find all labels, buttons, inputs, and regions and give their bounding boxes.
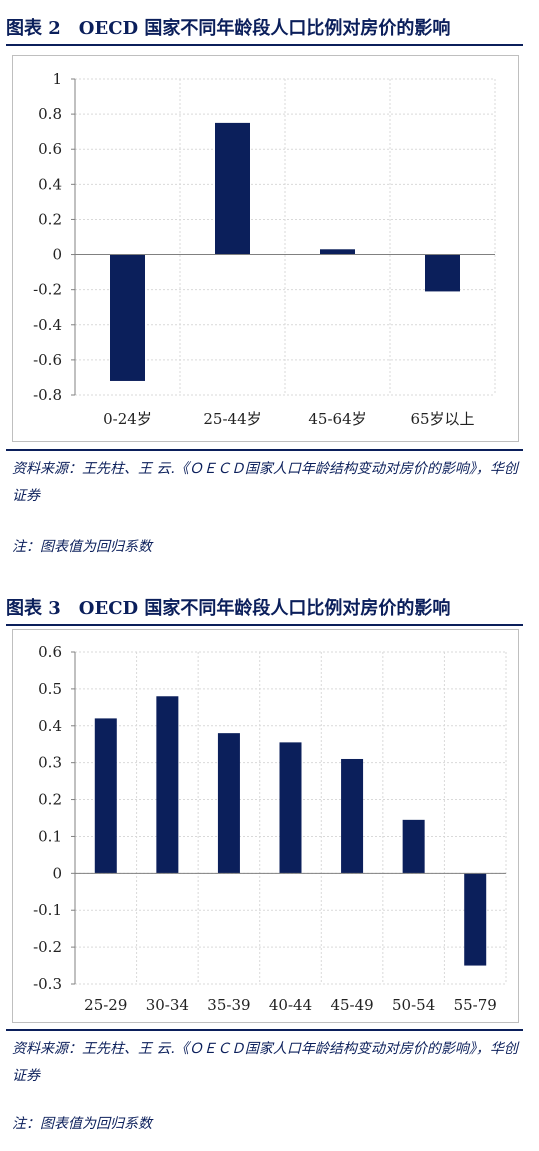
x-tick-label: 35-39 xyxy=(207,996,250,1014)
y-tick-label: -0.4 xyxy=(33,316,62,334)
bar xyxy=(425,254,460,292)
figure-2-title-rule xyxy=(6,44,523,46)
y-tick-label: 0 xyxy=(52,246,62,264)
figure-3-source: 资料来源：王先柱、王 云.《ＯＥＣＤ国家人口年龄结构变动对房价的影响》，华创证券 xyxy=(12,1041,518,1084)
y-tick-label: -0.2 xyxy=(33,938,62,956)
bar xyxy=(156,696,179,874)
y-tick-label: 0 xyxy=(52,864,62,882)
x-tick-label: 25-29 xyxy=(84,996,127,1014)
y-tick-label: 0.1 xyxy=(38,827,62,845)
figure-2-note: 注：图表值为回归系数 xyxy=(12,539,152,555)
x-tick-label: 50-54 xyxy=(392,996,435,1014)
figure-2-chart-frame: 1 0.8 0.6 0.4 0.2 0 -0.2 -0.4 -0.6 -0.8 0-24岁 25-44… xyxy=(12,55,519,442)
figure-2-source: 资料来源：王先柱、王 云.《ＯＥＣＤ国家人口年龄结构变动对房价的影响》，华创证券 xyxy=(12,461,518,504)
bar xyxy=(320,249,355,255)
figure-3-title: 图表 3 OECD 国家不同年龄段人口比例对房价的影响 xyxy=(6,598,451,619)
y-tick-label: 0.2 xyxy=(38,210,62,228)
x-tick-label: 65岁以上 xyxy=(410,410,474,428)
bar xyxy=(402,819,425,874)
bar xyxy=(215,122,250,255)
figure-3-note: 注：图表值为回归系数 xyxy=(12,1116,152,1132)
x-tick-label: 55-79 xyxy=(454,996,497,1014)
y-tick-label: 0.6 xyxy=(38,140,62,158)
y-tick-label: 0.8 xyxy=(38,105,62,123)
y-tick-label: 0.2 xyxy=(38,791,62,809)
y-tick-label: 1 xyxy=(52,70,62,88)
y-tick-label: 0.3 xyxy=(38,754,62,772)
y-tick-label: 0.4 xyxy=(38,717,62,735)
x-tick-label: 40-44 xyxy=(269,996,312,1014)
x-tick-label: 0-24岁 xyxy=(103,410,152,428)
y-tick-label: -0.3 xyxy=(33,975,62,993)
y-tick-label: -0.8 xyxy=(33,386,62,404)
bar xyxy=(110,254,145,381)
figure-3-bar-chart: 0.6 0.5 0.4 0.3 0.2 0.1 0 -0.1 -0.2 -0.3 25-29 30-3… xyxy=(33,643,507,1014)
y-tick-label: -0.1 xyxy=(33,901,62,919)
x-tick-label: 45-64岁 xyxy=(308,410,366,428)
x-tick-label: 25-44岁 xyxy=(203,410,261,428)
bar xyxy=(464,873,487,966)
y-tick-label: 0.6 xyxy=(38,643,62,661)
y-tick-label: -0.6 xyxy=(33,351,62,369)
x-tick-label: 45-49 xyxy=(330,996,373,1014)
figure-3-chart-frame: 0.6 0.5 0.4 0.3 0.2 0.1 0 -0.1 -0.2 -0.3 25-29 30-3… xyxy=(12,629,519,1023)
bar xyxy=(94,718,117,874)
x-tick-label: 30-34 xyxy=(146,996,189,1014)
bar xyxy=(341,758,364,874)
y-tick-label: 0.5 xyxy=(38,680,62,698)
figure-2-bar-chart: 1 0.8 0.6 0.4 0.2 0 -0.2 -0.4 -0.6 -0.8 0-24岁 25-44… xyxy=(33,70,496,428)
bar xyxy=(217,733,240,874)
figure-3-source-rule xyxy=(6,1029,523,1031)
figure-2-title: 图表 2 OECD 国家不同年龄段人口比例对房价的影响 xyxy=(6,18,451,39)
figure-3-title-rule xyxy=(6,624,523,626)
bar xyxy=(279,742,302,874)
y-tick-label: -0.2 xyxy=(33,281,62,299)
figure-2-source-rule xyxy=(6,449,523,451)
y-tick-label: 0.4 xyxy=(38,175,62,193)
